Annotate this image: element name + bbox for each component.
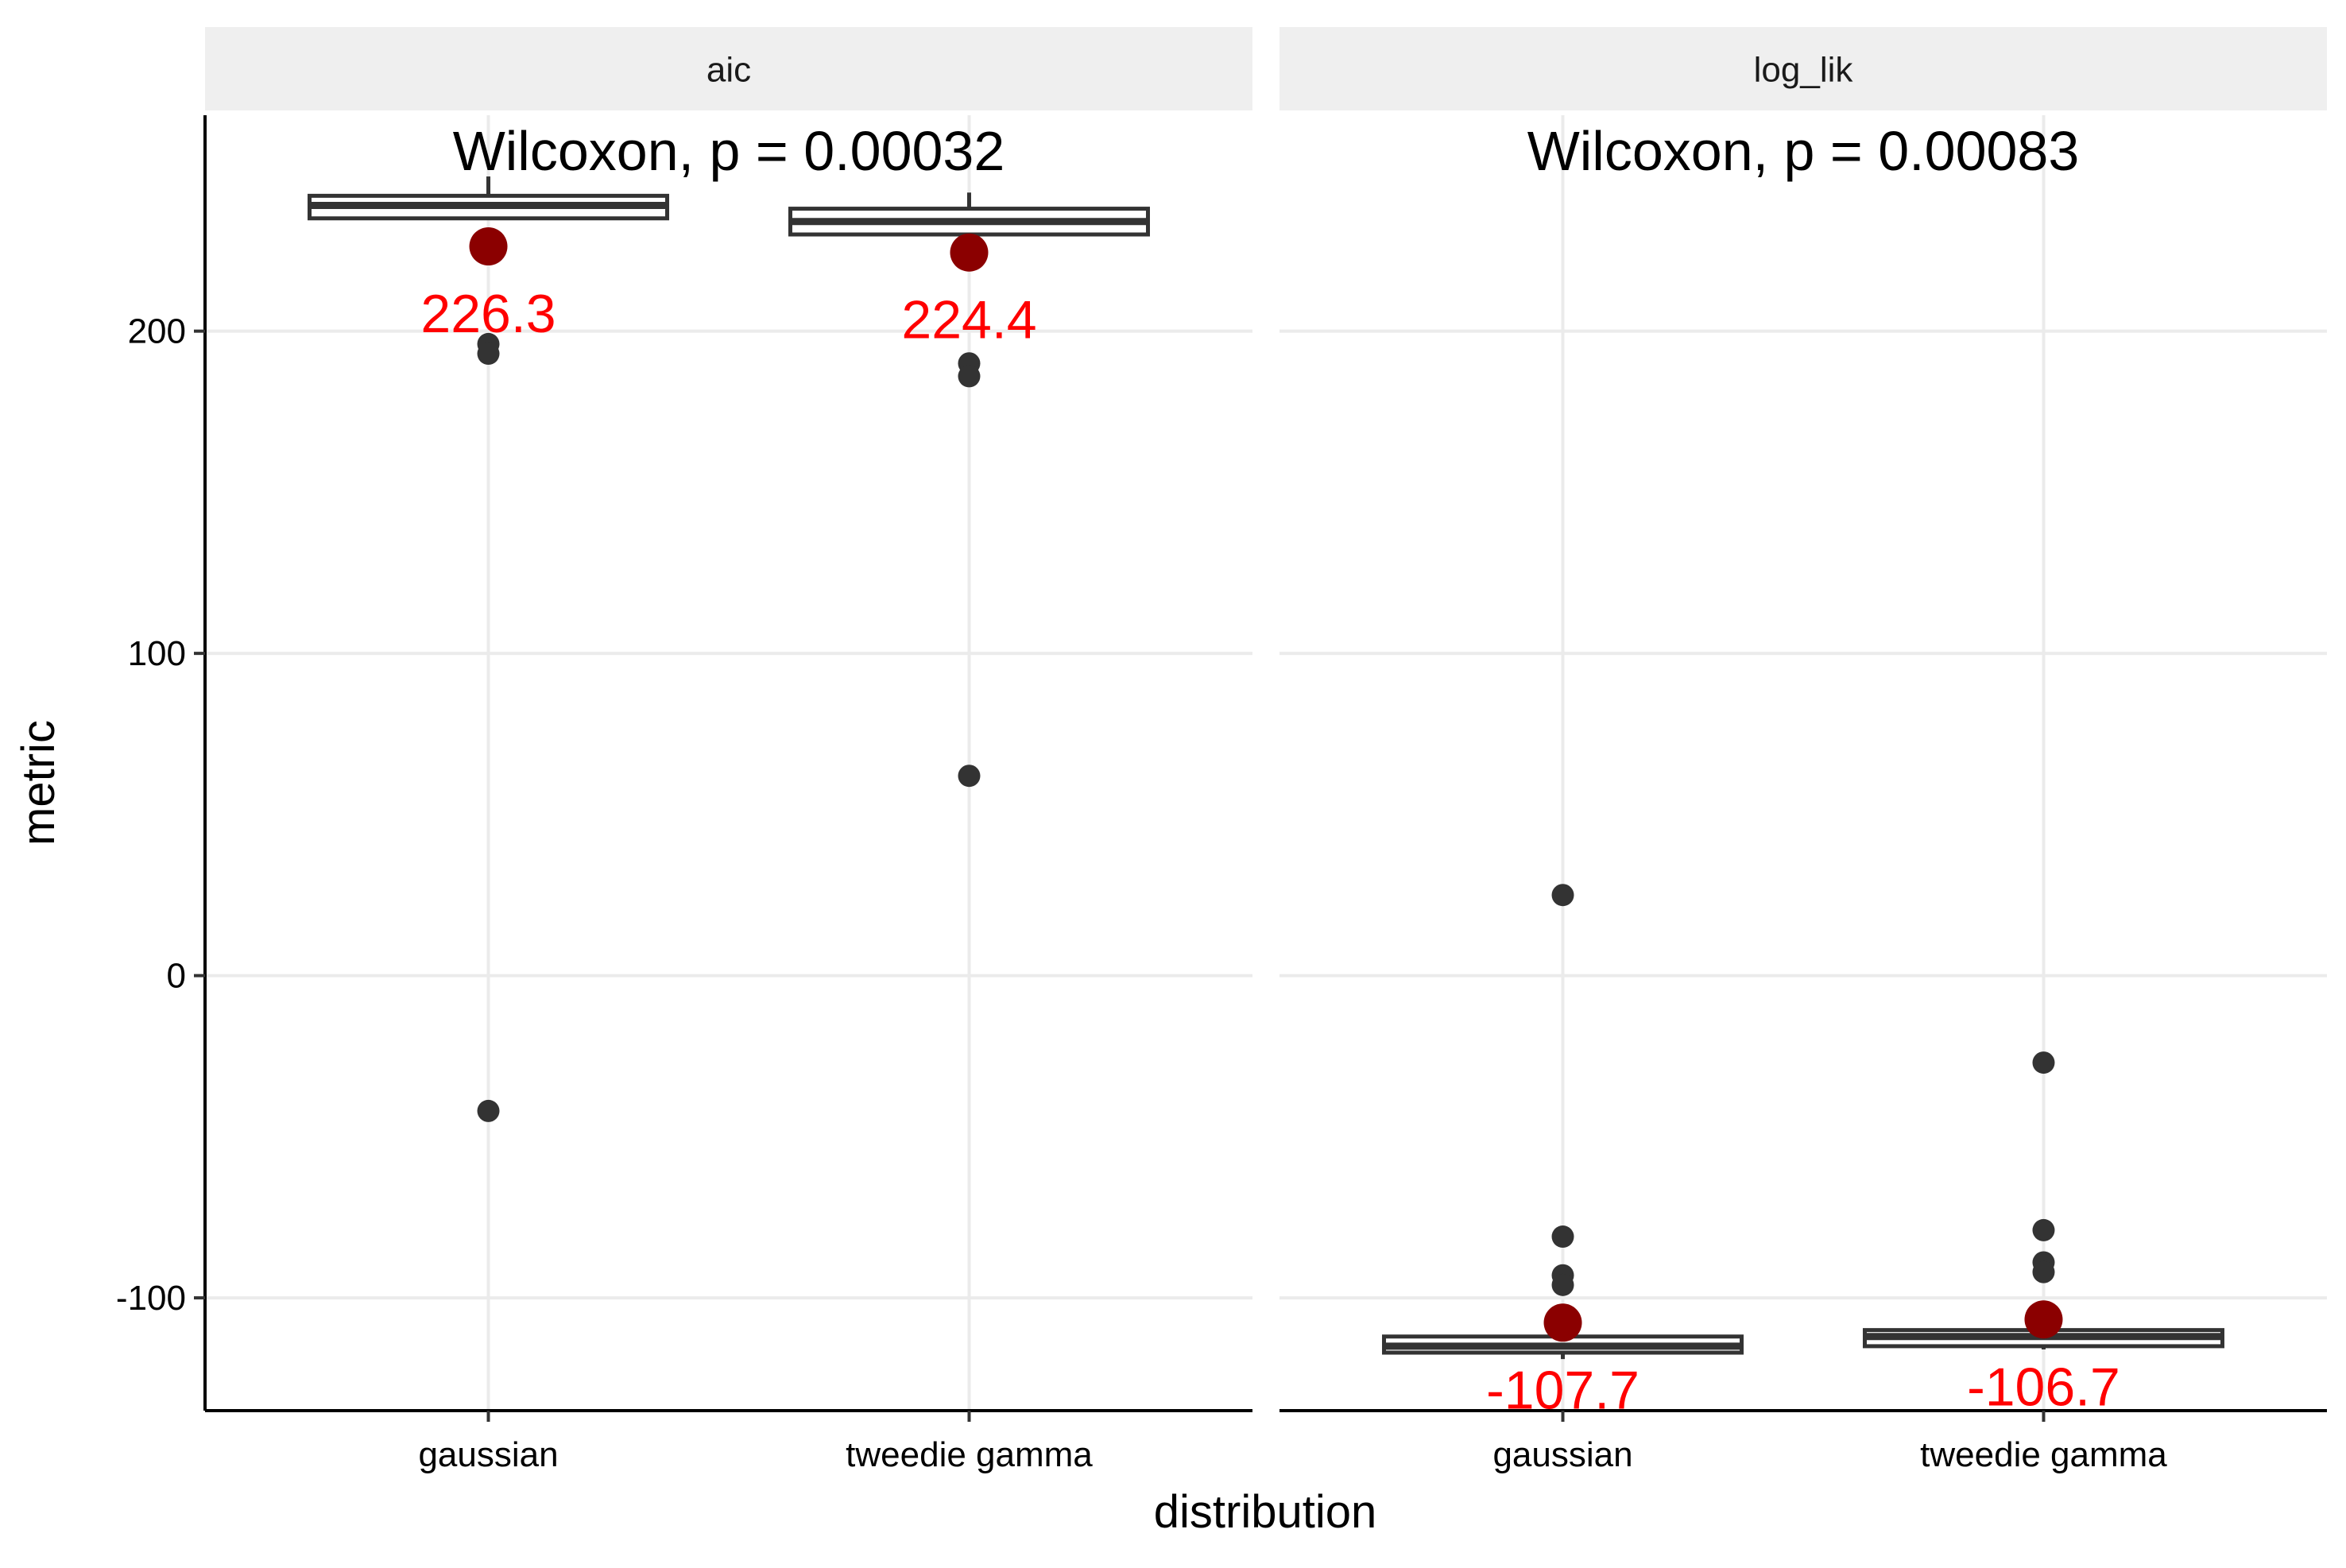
outlier-point (2032, 1260, 2055, 1283)
mean-label: 224.4 (901, 290, 1036, 350)
x-tick-label: tweedie gamma (1920, 1435, 2167, 1474)
outlier-point (958, 365, 981, 388)
test-label: Wilcoxon, p = 0.00032 (453, 120, 1005, 182)
x-axis-title: distribution (1154, 1486, 1376, 1538)
x-tick-label: gaussian (418, 1435, 558, 1474)
strip-background (1279, 27, 2327, 110)
mean-point (469, 227, 508, 266)
outlier-point (477, 343, 500, 366)
x-tick-label: gaussian (1492, 1435, 1632, 1474)
box-group-gaussian: -107.7 (1382, 884, 1744, 1420)
outlier-point (2032, 1051, 2055, 1074)
mean-point (950, 233, 989, 272)
box-group-tweedie-gamma: -106.7 (1862, 1051, 2224, 1417)
x-tick-label: tweedie gamma (846, 1435, 1093, 1474)
box-group-gaussian: 226.3 (308, 176, 670, 1122)
box-group-tweedie-gamma: 224.4 (788, 192, 1150, 788)
strip-background (205, 27, 1252, 110)
y-axis-title: metric (13, 720, 64, 846)
mean-label: 226.3 (420, 284, 556, 344)
outlier-point (477, 1099, 500, 1122)
strip-label: aic (707, 51, 751, 90)
y-tick-label: -100 (116, 1279, 186, 1318)
mean-point (2024, 1300, 2063, 1339)
strip-label: log_lik (1754, 51, 1854, 90)
mean-point (1543, 1303, 1582, 1342)
y-tick-label: 200 (128, 312, 186, 351)
outlier-point (958, 765, 981, 788)
mean-label: -107.7 (1486, 1360, 1639, 1420)
mean-label: -106.7 (1967, 1357, 2120, 1417)
panel-aic: aic -100 0 100 200 gaussian tweedie gamma 226.3… (116, 27, 1252, 1474)
outlier-point (1551, 1273, 1574, 1296)
outlier-point (2032, 1218, 2055, 1241)
panel-log_lik: log_lik gaussian tweedie gamma -107.7 -106.7… (1279, 27, 2327, 1474)
outlier-point (1551, 1225, 1574, 1249)
outlier-point (1551, 884, 1574, 907)
y-tick-label: 0 (167, 957, 186, 996)
test-label: Wilcoxon, p = 0.00083 (1527, 120, 2080, 182)
y-tick-label: 100 (128, 634, 186, 673)
